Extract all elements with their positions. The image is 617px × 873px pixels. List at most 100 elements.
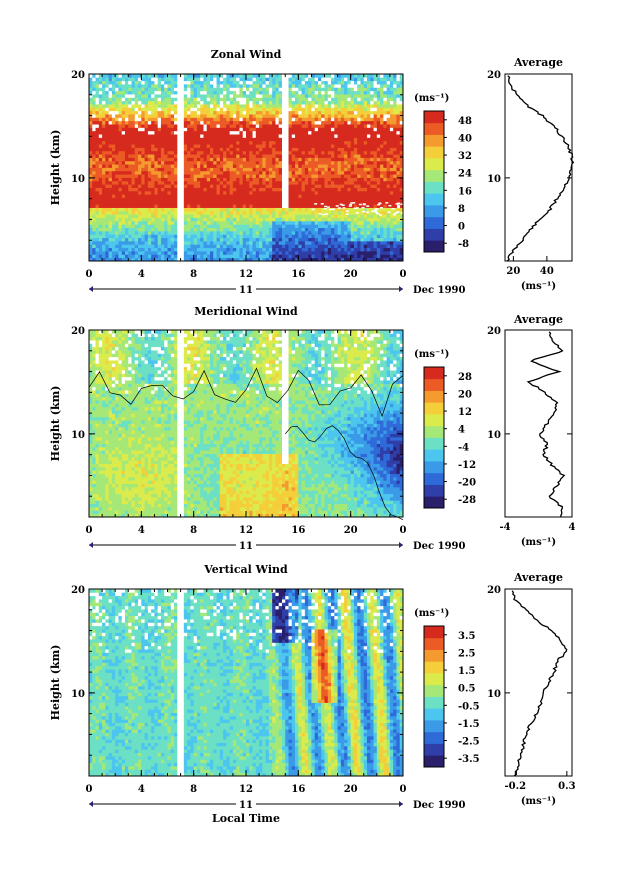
heatmap-cell — [131, 254, 136, 259]
heatmap-cell — [239, 167, 244, 172]
heatmap-cell — [324, 200, 329, 205]
heatmap-cell — [246, 97, 250, 102]
heatmap-cell — [219, 210, 224, 215]
heatmap-cell — [334, 240, 338, 245]
heatmap-cell — [298, 97, 302, 102]
heatmap-cell — [102, 110, 106, 115]
heatmap-cell — [301, 94, 306, 98]
heatmap-cell — [249, 194, 253, 198]
heatmap-cell — [131, 167, 136, 172]
heatmap-cell — [317, 244, 322, 249]
heatmap-cell — [314, 257, 319, 262]
heatmap-cell — [350, 220, 355, 225]
heatmap-cell — [223, 90, 227, 95]
heatmap-cell — [367, 90, 371, 95]
heatmap-cell — [360, 74, 365, 78]
heatmap-cell — [275, 174, 280, 178]
heatmap-cell — [170, 157, 175, 162]
heatmap-cell — [92, 87, 96, 92]
heatmap-cell — [141, 104, 145, 108]
heatmap-cell — [213, 97, 217, 102]
heatmap-cell — [321, 74, 325, 78]
heatmap-cell — [167, 250, 172, 255]
heatmap-cell — [210, 244, 214, 249]
heatmap-cell — [111, 184, 116, 188]
heatmap-cell — [350, 147, 355, 152]
heatmap-cell — [121, 110, 126, 115]
heatmap-cell — [363, 97, 368, 102]
heatmap-cell — [144, 227, 149, 232]
heatmap-cell — [98, 187, 103, 192]
heatmap-cell — [334, 247, 338, 252]
heatmap-cell — [252, 174, 257, 178]
heatmap-cell — [174, 237, 178, 242]
heatmap-cell — [183, 87, 188, 92]
heatmap-cell — [340, 124, 345, 128]
heatmap-cell — [102, 214, 106, 218]
heatmap-cell — [262, 190, 267, 195]
heatmap-cell — [288, 127, 293, 132]
heatmap-cell — [164, 110, 168, 115]
heatmap-cell — [337, 140, 342, 145]
heatmap-cell — [308, 217, 312, 222]
heatmap-cell — [167, 124, 172, 128]
heatmap-cell — [118, 104, 123, 108]
heatmap-cell — [216, 244, 221, 249]
heatmap-cell — [105, 214, 110, 218]
heatmap-cell — [268, 127, 273, 132]
heatmap-cell — [157, 250, 162, 255]
heatmap-cell — [304, 197, 309, 202]
heatmap-cell — [187, 217, 191, 222]
heatmap-cell — [370, 84, 374, 88]
heatmap-cell — [285, 140, 289, 145]
heatmap-cell — [216, 187, 221, 192]
heatmap-cell — [200, 224, 204, 229]
heatmap-cell — [265, 174, 270, 178]
heatmap-cell — [160, 124, 165, 128]
heatmap-cell — [206, 224, 211, 229]
heatmap-cell — [272, 84, 276, 88]
heatmap-cell — [301, 80, 306, 85]
heatmap-cell — [324, 174, 329, 178]
heatmap-cell — [370, 177, 374, 182]
heatmap-cell — [350, 170, 355, 175]
heatmap-cell — [193, 234, 198, 239]
heatmap-cell — [157, 240, 162, 245]
heatmap-cell — [92, 214, 96, 218]
heatmap-cell — [174, 184, 178, 188]
heatmap-cell — [298, 107, 302, 112]
heatmap-cell — [141, 170, 145, 175]
heatmap-cell — [102, 187, 106, 192]
heatmap-cell — [370, 220, 374, 225]
heatmap-cell — [278, 87, 283, 92]
heatmap-cell — [174, 250, 178, 255]
heatmap-cell — [285, 97, 289, 102]
heatmap-cell — [164, 144, 168, 148]
heatmap-cell — [288, 104, 293, 108]
heatmap-cell — [278, 247, 283, 252]
heatmap-cell — [242, 237, 247, 242]
heatmap-cell — [337, 220, 342, 225]
heatmap-cell — [304, 190, 309, 195]
heatmap-cell — [340, 164, 345, 168]
heatmap-cell — [95, 137, 100, 142]
heatmap-cell — [115, 94, 119, 98]
heatmap-cell — [203, 117, 208, 122]
heatmap-cell — [134, 250, 139, 255]
heatmap-cell — [380, 257, 384, 262]
heatmap-cell — [128, 110, 132, 115]
heatmap-cell — [314, 157, 319, 162]
heatmap-cell — [327, 190, 332, 195]
heatmap-cell — [301, 230, 306, 235]
heatmap-cell — [367, 134, 371, 138]
heatmap-cell — [92, 94, 96, 98]
heatmap-cell — [327, 117, 332, 122]
heatmap-cell — [314, 224, 319, 229]
heatmap-cell — [187, 124, 191, 128]
heatmap-cell — [229, 254, 234, 259]
heatmap-cell — [121, 187, 126, 192]
heatmap-cell — [327, 84, 332, 88]
heatmap-cell — [353, 197, 358, 202]
heatmap-cell — [164, 164, 168, 168]
heatmap-cell — [291, 110, 296, 115]
